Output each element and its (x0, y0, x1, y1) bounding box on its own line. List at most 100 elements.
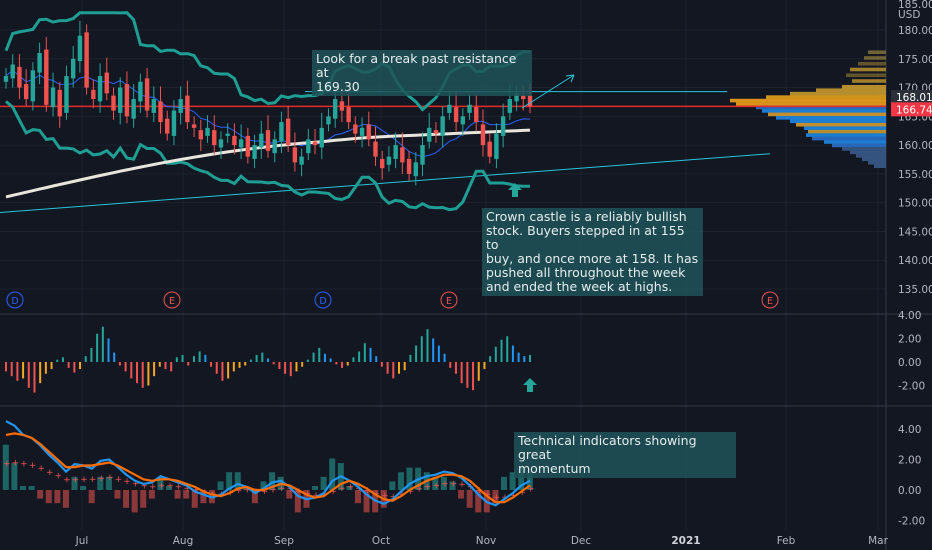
time-axis-label: Aug (173, 535, 194, 547)
candle (198, 130, 204, 140)
histogram-bar (181, 354, 184, 362)
histogram-bar (107, 338, 110, 362)
oscillator-cross: + (192, 485, 200, 495)
volume-profile-bar (862, 157, 886, 162)
oscillator-column (466, 490, 473, 508)
oscillator-column (260, 481, 267, 490)
axis-tick-price: 135.00 (898, 284, 932, 296)
histogram-bar (403, 362, 406, 371)
buyers-note[interactable]: Crown castle is a reliably bullish stock… (482, 208, 703, 296)
volume-profile-bar (832, 143, 886, 148)
histogram-bar (443, 353, 446, 362)
volume-profile-bar (812, 136, 886, 141)
oscillator-column (432, 476, 439, 490)
oscillator-cross: + (338, 484, 346, 494)
oscillator-column (492, 490, 499, 504)
candle (84, 32, 89, 88)
axis-currency: USD (898, 9, 920, 21)
oscillator-column (131, 490, 138, 513)
axis-tick-osc: 0.00 (898, 485, 921, 497)
candle (37, 53, 42, 73)
oscillator-cross: + (183, 484, 191, 494)
oscillator-column (509, 472, 516, 490)
histogram-bar (261, 352, 264, 362)
resistance-note[interactable]: Look for a break past resistance at 169.… (312, 50, 532, 96)
momentum-note[interactable]: Technical indicators showing great momen… (514, 432, 736, 478)
candle (366, 124, 371, 140)
oscillator-cross: + (37, 464, 45, 474)
histogram-panel[interactable] (5, 326, 531, 393)
candle (359, 127, 365, 136)
oscillator-column (191, 490, 198, 508)
axis-tick-price: 150.00 (898, 198, 932, 210)
histogram-bar (227, 362, 230, 379)
histogram-bar (22, 362, 25, 379)
volume-profile-bar (808, 129, 886, 134)
candle (17, 66, 22, 88)
histogram-bar (267, 358, 269, 362)
histogram-bar (272, 362, 275, 365)
projection-arrowhead (565, 74, 575, 83)
histogram-bar (33, 362, 36, 393)
oscillator-cross: + (158, 482, 166, 492)
event-marker-dividend (314, 291, 332, 309)
histogram-bar (301, 362, 304, 367)
time-axis-label: Mar (868, 535, 888, 547)
oscillator-column (226, 472, 233, 490)
histogram-bar (398, 362, 400, 374)
oscillator-cross: + (329, 487, 337, 497)
candle (64, 76, 69, 113)
candle (467, 104, 472, 113)
candle (91, 89, 96, 100)
candle (353, 124, 358, 134)
histogram-bar (329, 358, 332, 362)
time-axis-label: 2021 (671, 535, 700, 547)
oscillator-cross: + (493, 493, 501, 503)
oscillator-column (157, 476, 164, 490)
volume-profile (730, 50, 886, 168)
oscillator-cross: + (55, 472, 63, 482)
oscillator-cross: + (106, 473, 114, 483)
histogram-bar (392, 362, 395, 379)
histogram-bar (460, 362, 463, 384)
histogram-bar (489, 356, 492, 362)
axis-tick-hist: 4.00 (898, 310, 921, 322)
histogram-bar (61, 357, 64, 362)
oscillator-column (71, 476, 78, 490)
price-label: 166.74 (896, 104, 932, 116)
histogram-bar (5, 362, 7, 372)
axis-tick-top: 185.00 (898, 0, 932, 11)
time-axis[interactable]: Jul Aug Sep Oct Nov Dec 2021 Feb Mar (75, 535, 889, 547)
axis-tick-osc: 4.00 (898, 424, 921, 436)
histogram-bar (170, 362, 173, 372)
candle (118, 87, 123, 113)
histogram-bar (500, 339, 503, 362)
histogram-bar (124, 362, 127, 372)
oscillator-cross: + (63, 476, 71, 486)
histogram-bar (363, 343, 366, 362)
oscillator-column (88, 490, 95, 504)
oscillator-column (28, 486, 35, 490)
axis-tick-osc: 2.00 (898, 454, 921, 466)
oscillator-panel[interactable]: + + + + + + + + + + + + + + + + + + + + + + + + + + + + + + + + + + + + + + + +… (2, 420, 535, 513)
oscillator-column (458, 490, 465, 499)
histogram-bar (198, 351, 201, 362)
histogram-bar (523, 356, 526, 362)
candle (500, 116, 506, 136)
histogram-bar (278, 362, 281, 370)
histogram-bar (312, 352, 315, 362)
candle (326, 116, 331, 125)
axis-tick-price: 155.00 (898, 169, 932, 181)
histogram-bar (136, 362, 138, 384)
histogram-bar (386, 362, 389, 374)
histogram-bar (232, 362, 235, 372)
candle (474, 107, 479, 123)
histogram-bar (380, 362, 383, 367)
histogram-bar (284, 362, 287, 374)
candle (460, 116, 466, 125)
oscillator-cross: + (441, 479, 449, 489)
oscillator-cross: + (123, 477, 131, 487)
histogram-bar (130, 362, 133, 379)
